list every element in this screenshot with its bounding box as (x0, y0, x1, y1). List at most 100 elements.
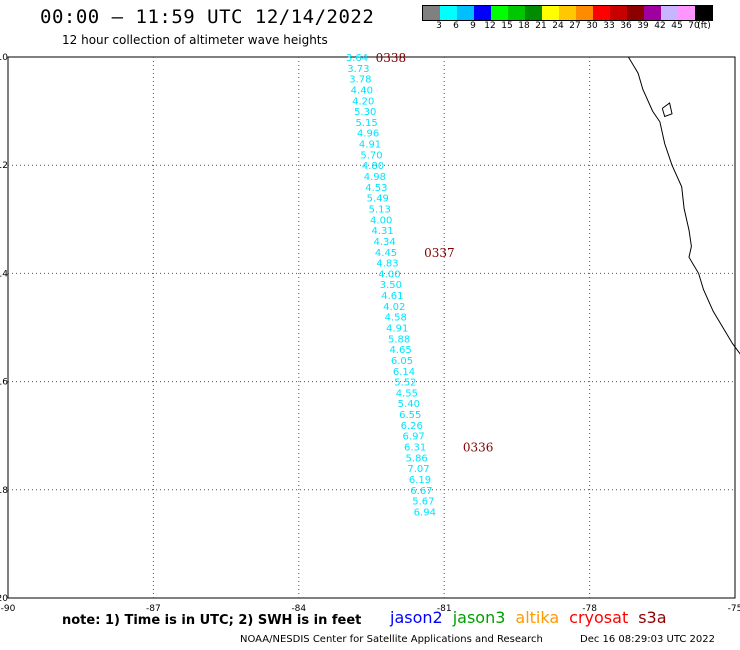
swh-value: 4.91 (386, 324, 408, 335)
legend-label: 12 (484, 21, 496, 31)
swh-value: 4.20 (352, 96, 374, 107)
swh-value: 4.58 (385, 313, 407, 324)
swh-value: 5.15 (356, 118, 378, 129)
swh-value: 4.96 (357, 129, 379, 140)
footer-note: note: 1) Time is in UTC; 2) SWH is in fe… (62, 613, 362, 628)
mission-s3a: s3a (638, 608, 667, 627)
color-scale-legend (422, 5, 713, 21)
mission-cryosat: cryosat (569, 608, 629, 627)
swh-value: 4.91 (359, 140, 381, 151)
swh-value: 6.05 (391, 356, 413, 367)
y-tick-label: -12 (0, 161, 8, 171)
swh-value: 3.78 (349, 75, 371, 86)
legend-swatch (542, 6, 559, 20)
swh-value: 5.88 (388, 334, 410, 345)
legend-label: 21 (535, 21, 547, 31)
swh-value: 6.55 (399, 410, 421, 421)
legend-label: 15 (501, 21, 513, 31)
mission-altika: altika (515, 608, 560, 627)
time-label: 0336 (463, 441, 494, 455)
swh-value: 4.31 (372, 226, 394, 237)
swh-value: 4.65 (389, 345, 411, 356)
legend-swatch (695, 6, 712, 20)
legend-label: 30 (586, 21, 598, 31)
y-tick-label: -16 (0, 378, 8, 388)
y-tick-label: -18 (0, 486, 8, 496)
y-tick-label: -10 (0, 53, 8, 63)
legend-label: 24 (552, 21, 564, 31)
x-tick-label: -81 (437, 604, 452, 614)
swh-value: 4.80 (362, 161, 384, 172)
swh-value: 4.55 (396, 388, 418, 399)
x-tick-label: -75 (728, 604, 740, 614)
legend-label: 39 (637, 21, 649, 31)
swh-value: 4.61 (381, 291, 403, 302)
swh-value: 4.40 (351, 85, 373, 96)
credit-text: NOAA/NESDIS Center for Satellite Applica… (240, 634, 543, 645)
legend-swatch (661, 6, 678, 20)
swh-value: 3.50 (380, 280, 402, 291)
map-title: 00:00 – 11:59 UTC 12/14/2022 (40, 6, 375, 28)
swh-value: 5.52 (394, 378, 416, 389)
swh-value: 6.14 (393, 367, 415, 378)
legend-swatch (423, 6, 440, 20)
swh-value: 5.40 (398, 399, 420, 410)
swh-value: 4.00 (370, 215, 392, 226)
swh-value: 4.00 (378, 269, 400, 280)
legend-swatch (508, 6, 525, 20)
legend-swatch (440, 6, 457, 20)
map-subtitle: 12 hour collection of altimeter wave hei… (62, 33, 328, 47)
plot-frame (7, 56, 736, 599)
swh-value: 5.86 (405, 453, 427, 464)
swh-value: 6.67 (410, 486, 432, 497)
legend-swatch (491, 6, 508, 20)
swh-value: 4.02 (383, 302, 405, 313)
mission-legend: jason2 jason3 altika cryosat s3a (390, 608, 677, 627)
legend-label: 18 (518, 21, 530, 31)
generated-timestamp: Dec 16 08:29:03 UTC 2022 (580, 634, 715, 645)
swh-value: 4.83 (376, 259, 398, 270)
swh-value: 3.73 (347, 64, 369, 75)
swh-value: 6.97 (403, 432, 425, 443)
legend-label: 42 (654, 21, 666, 31)
legend-label: 3 (436, 21, 442, 31)
legend-label: 9 (470, 21, 476, 31)
legend-swatch (678, 6, 695, 20)
time-label: 0337 (424, 246, 455, 260)
legend-swatch (525, 6, 542, 20)
swh-value: 6.26 (401, 421, 423, 432)
legend-swatch (474, 6, 491, 20)
legend-label: 70 (688, 21, 700, 31)
swh-value: 3.64 (346, 53, 368, 64)
legend-swatch (593, 6, 610, 20)
color-scale-labels: 3 6 9 12 15 18 21 24 27 30 33 36 39 42 45 70 (ft) (422, 21, 740, 33)
swh-value: 4.34 (373, 237, 395, 248)
legend-swatch (644, 6, 661, 20)
swh-value: 6.94 (414, 507, 436, 518)
legend-label: 6 (453, 21, 459, 31)
legend-swatch (627, 6, 644, 20)
y-tick-label: -14 (0, 269, 8, 279)
mission-jason2: jason2 (390, 608, 443, 627)
x-tick-label: -87 (146, 604, 161, 614)
swh-value: 5.30 (354, 107, 376, 118)
swh-value: 7.07 (407, 464, 429, 475)
coastline (627, 56, 740, 355)
legend-swatch (559, 6, 576, 20)
time-label: 0338 (376, 51, 407, 65)
x-tick-label: -78 (582, 604, 597, 614)
legend-swatch (457, 6, 474, 20)
swh-value: 6.31 (404, 443, 426, 454)
island (661, 102, 673, 118)
x-tick-label: -84 (291, 604, 306, 614)
swh-value: 5.67 (412, 497, 434, 508)
legend-label: 36 (620, 21, 632, 31)
legend-label: 27 (569, 21, 581, 31)
x-tick-label: -90 (1, 604, 16, 614)
legend-swatch (576, 6, 593, 20)
swh-value: 5.70 (360, 150, 382, 161)
swh-value: 6.19 (409, 475, 431, 486)
mission-jason3: jason3 (452, 608, 506, 627)
legend-swatch (610, 6, 627, 20)
